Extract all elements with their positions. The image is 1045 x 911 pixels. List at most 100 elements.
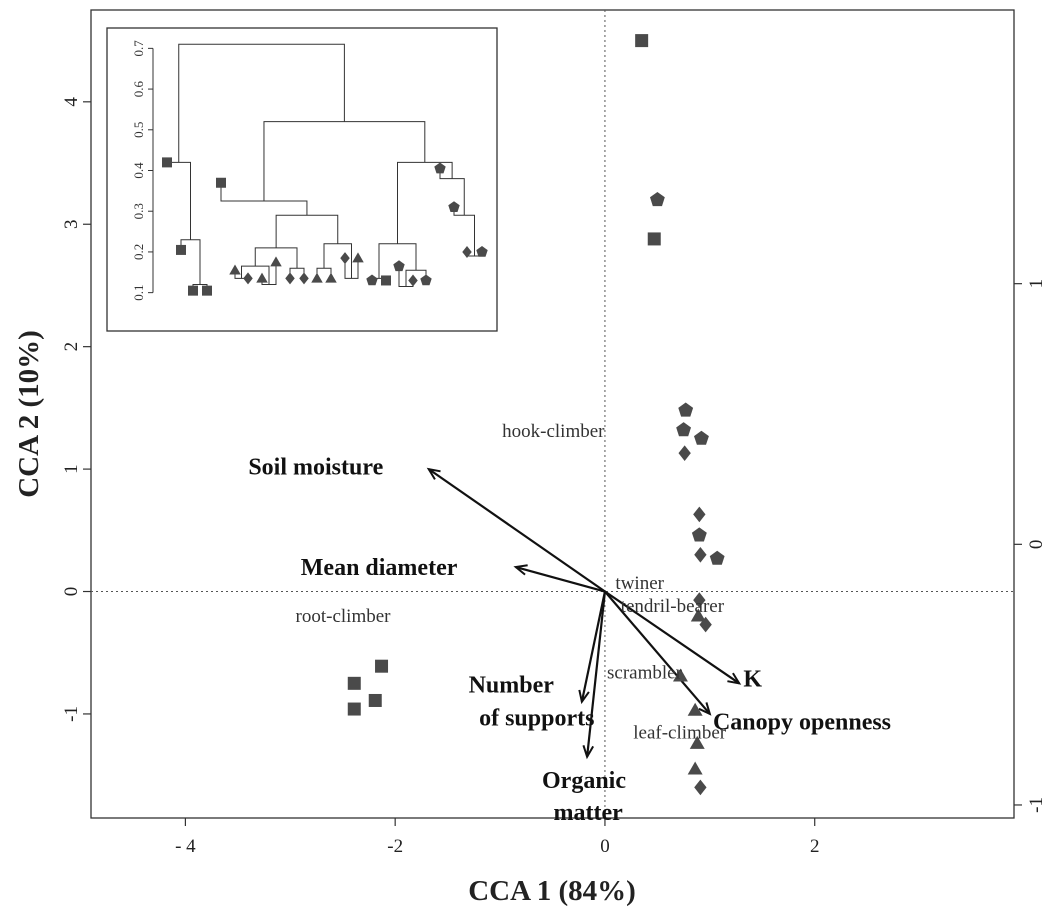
growth-form-label: root-climber	[296, 606, 392, 627]
vector-arrow-line	[604, 590, 711, 715]
site-point-triangle	[690, 608, 706, 622]
dendrogram-leaf-pentagon	[476, 246, 488, 257]
vector-label: Organic	[542, 768, 626, 794]
dendrogram-branch	[323, 243, 352, 279]
inset-tick-label: 0.1	[131, 285, 146, 301]
dendrogram-branch	[220, 184, 308, 216]
site-point-square	[647, 232, 661, 246]
vector-arrow-head	[698, 702, 712, 716]
dendrogram-branch	[439, 170, 465, 216]
plot-frame	[90, 9, 1015, 819]
site-point-pentagon	[678, 402, 694, 417]
y-tick-label: 2	[61, 342, 82, 352]
site-point-diamond	[678, 445, 691, 461]
site-point-diamond	[694, 779, 707, 796]
site-point-pentagon	[709, 550, 725, 565]
site-point-diamond	[693, 592, 706, 608]
site-point-triangle	[687, 761, 703, 775]
dendrogram-leaf-diamond	[285, 272, 295, 285]
secondary-y-axis-ticks: -1 0 1	[1014, 279, 1045, 813]
site-point-diamond	[694, 546, 707, 563]
dendrogram-inset: 0.1 0.2 0.3 0.4 0.5 0.6 0.7	[106, 27, 498, 332]
vector-arrow-head	[513, 564, 528, 576]
site-point-square	[368, 693, 382, 707]
dendrogram-branch	[275, 214, 339, 248]
y-tick-label: 1	[61, 464, 82, 474]
site-point-pentagon	[691, 527, 707, 542]
vector-arrow-line	[580, 591, 607, 702]
growth-form-label: leaf-climber	[633, 722, 727, 743]
vector-arrow-head	[582, 745, 595, 760]
dendrogram-leaf-diamond	[340, 252, 350, 265]
dendrogram-leaf-triangle	[270, 256, 282, 267]
dendrogram-leaf-diamond	[408, 274, 418, 287]
y-tick-label: 0	[61, 587, 82, 597]
vector-arrow-line	[515, 565, 606, 593]
dendrogram-leaf-triangle	[256, 272, 268, 283]
inset-tick-label: 0.5	[131, 122, 146, 138]
dendrogram-leaf-square	[202, 285, 212, 296]
x-axis-title: CCA 1 (84%)	[468, 875, 636, 907]
dendrogram-leaf-triangle	[311, 272, 323, 283]
vector-arrow-head	[426, 467, 441, 480]
site-point-square	[635, 34, 649, 48]
dendrogram-branch	[378, 243, 417, 279]
dendrogram-leaf-triangle	[352, 252, 364, 263]
vector-arrow-head	[578, 689, 590, 705]
site-point-diamond	[699, 616, 712, 633]
inset-tick-label: 0.2	[131, 244, 146, 260]
growth-form-label: tendril-bearer	[621, 596, 725, 617]
y-tick-label: 4	[61, 97, 82, 107]
vector-label: Canopy openness	[713, 709, 891, 735]
site-point-square	[375, 659, 389, 673]
y2-tick-label: -1	[1026, 797, 1045, 813]
site-point-triangle	[672, 668, 688, 682]
dendrogram-branch	[263, 121, 426, 202]
site-point-diamond	[693, 506, 706, 523]
dendrogram-leaf-pentagon	[448, 201, 460, 212]
dendrogram-leaf-square	[176, 244, 186, 255]
dendrogram-leaf-square	[162, 157, 172, 168]
vector-label: matter	[554, 800, 624, 826]
dendrogram-leaf-diamond	[243, 272, 253, 285]
y2-tick-label: 1	[1026, 279, 1045, 289]
dendrogram-leaf-triangle	[229, 264, 241, 275]
site-point-triangle	[689, 735, 705, 749]
site-point-pentagon	[694, 430, 709, 445]
vector-label: K	[743, 666, 762, 692]
vector-label: Number	[469, 673, 555, 699]
y-axis-ticks: -1 0 1 2 3 4	[61, 97, 91, 722]
x-tick-label: - 4	[175, 836, 196, 857]
dendrogram-leaf-square	[381, 275, 391, 286]
site-point-square	[347, 676, 361, 690]
inset-tick-label: 0.4	[131, 162, 146, 179]
dendrogram-leaf-square	[216, 177, 226, 188]
y-tick-label: -1	[61, 706, 82, 722]
x-tick-label: -2	[387, 836, 403, 857]
growth-form-label: scrambler	[607, 662, 683, 683]
environmental-vectors: Soil moisture Mean diameter K Canopy openne…	[248, 455, 891, 826]
inset-tick-label: 0.6	[131, 80, 146, 97]
x-tick-label: 2	[810, 836, 820, 857]
dendrogram-leaf-pentagon	[434, 162, 446, 174]
vector-label: of supports	[479, 706, 594, 732]
vector-arrow-line	[586, 591, 607, 757]
dendrogram-leaf-diamond	[462, 245, 472, 258]
dendrogram-leaf-pentagon	[366, 274, 378, 286]
dendrogram-leaf-triangle	[325, 272, 337, 283]
dendrogram-branch	[453, 209, 475, 256]
x-tick-label: 0	[600, 836, 610, 857]
vector-arrow-line	[428, 468, 606, 593]
dendrogram-leaf-square	[188, 285, 198, 296]
inset-tick-label: 0.3	[131, 203, 146, 219]
y-tick-label: 3	[61, 219, 82, 229]
y2-tick-label: 0	[1026, 540, 1045, 550]
site-points	[347, 34, 725, 796]
y-axis-title: CCA 2 (10%)	[13, 330, 45, 498]
vector-arrow-head	[727, 672, 742, 685]
vector-label: Soil moisture	[248, 455, 383, 481]
site-point-pentagon	[676, 422, 691, 437]
vector-arrow-line	[604, 590, 740, 685]
